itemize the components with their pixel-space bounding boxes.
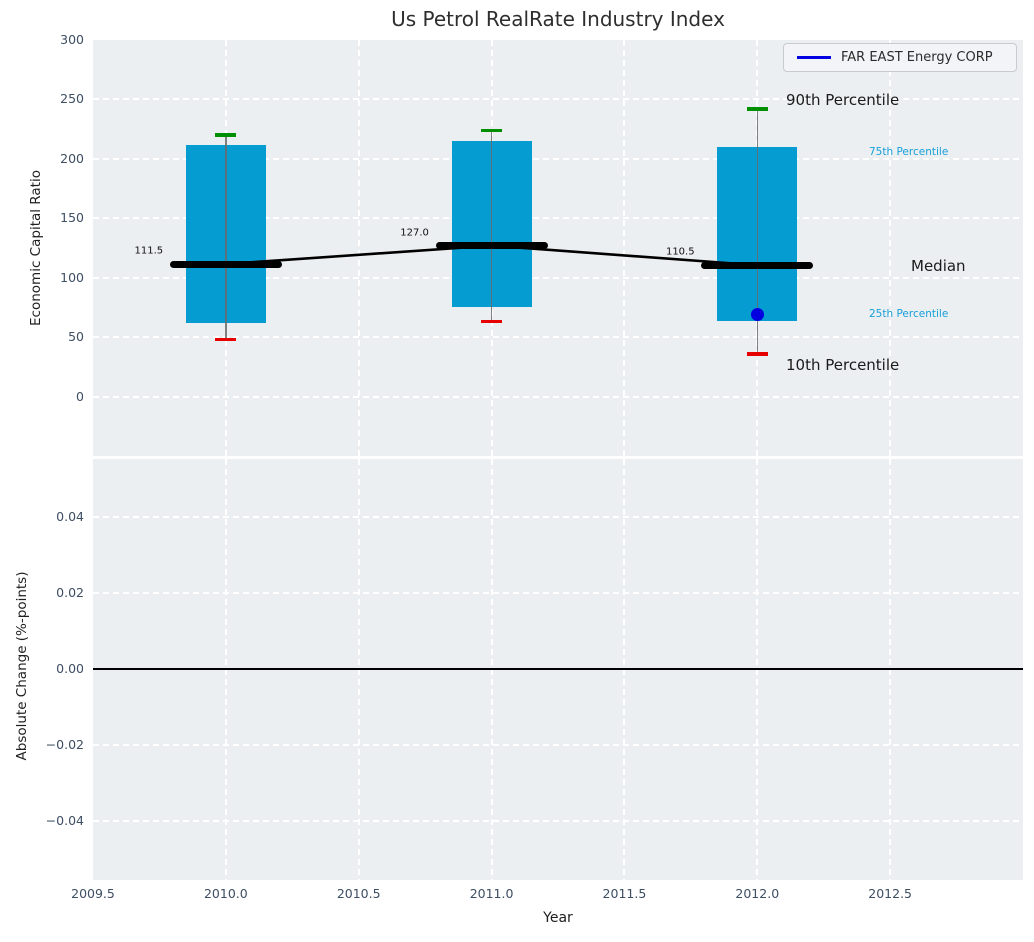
x-tick-label: 2010.0	[203, 886, 248, 901]
y-tick-label: 50	[68, 329, 84, 345]
annotation-median: Median	[911, 257, 966, 275]
annotation-90th-percentile: 90th Percentile	[786, 91, 900, 109]
x-tick-label: 2010.5	[336, 886, 381, 901]
annotation-10th-percentile: 10th Percentile	[786, 356, 900, 374]
p10-cap	[215, 337, 237, 342]
gridline-vertical	[623, 40, 626, 456]
annotation-75th-percentile: 75th Percentile	[869, 146, 949, 158]
gridline-vertical	[357, 40, 360, 456]
gridline-horizontal	[93, 592, 1023, 595]
company-point	[750, 308, 764, 322]
y-tick-label: 0.02	[56, 585, 84, 601]
gridline-horizontal	[93, 217, 1023, 220]
x-tick-label: 2011.0	[469, 886, 514, 901]
whisker-line	[225, 135, 227, 340]
x-tick-label: 2012.5	[868, 886, 913, 901]
x-tick-label: 2011.5	[602, 886, 647, 901]
legend-line-icon	[797, 56, 831, 59]
y-tick-label: 100	[60, 269, 84, 285]
legend-label: FAR EAST Energy CORP	[841, 50, 993, 65]
y-tick-label: −0.02	[45, 737, 84, 753]
p90-cap	[481, 128, 503, 133]
median-value-label: 127.0	[400, 227, 429, 239]
median-value-label: 110.5	[665, 246, 695, 258]
legend: FAR EAST Energy CORP	[783, 43, 1017, 72]
gridline-vertical	[889, 40, 892, 456]
gridline-horizontal	[93, 744, 1023, 747]
zero-line	[93, 668, 1023, 671]
y-tick-label: −0.04	[45, 813, 84, 829]
chart-title: Us Petrol RealRate Industry Index	[391, 7, 725, 31]
annotation-25th-percentile: 25th Percentile	[869, 308, 949, 320]
x-tick-label: 2009.5	[71, 886, 115, 901]
x-tick-label: 2012.0	[735, 886, 780, 901]
y-axis-label-top: Economic Capital Ratio	[28, 170, 44, 326]
median-segment	[435, 242, 548, 250]
y-tick-label: 250	[60, 91, 84, 107]
p10-cap	[746, 352, 768, 356]
median-segment	[701, 261, 814, 269]
y-tick-label: 0.04	[56, 509, 84, 525]
y-tick-label: 0	[76, 388, 84, 404]
gridline-horizontal	[93, 157, 1023, 160]
bottom-axes-absolute-change	[93, 459, 1023, 880]
whisker-line	[490, 130, 493, 322]
gridline-horizontal	[93, 276, 1023, 279]
y-tick-label: 200	[60, 150, 84, 166]
gridline-horizontal	[93, 336, 1023, 339]
y-tick-label: 150	[60, 210, 84, 226]
top-axes-economic-capital-ratio: 111.5 127.0 110.5	[93, 40, 1023, 456]
p10-cap	[481, 319, 503, 324]
whisker-line	[756, 108, 758, 354]
p90-cap	[215, 133, 237, 137]
x-axis-label: Year	[543, 910, 573, 926]
y-tick-label: 0.00	[56, 661, 84, 677]
median-value-label: 111.5	[134, 245, 164, 257]
gridline-horizontal	[93, 516, 1023, 519]
gridline-horizontal	[93, 98, 1023, 101]
gridline-horizontal	[93, 820, 1023, 823]
gridline-horizontal	[93, 395, 1023, 398]
p90-cap	[746, 107, 768, 111]
y-tick-label: 300	[60, 32, 84, 47]
median-segment	[169, 260, 282, 268]
